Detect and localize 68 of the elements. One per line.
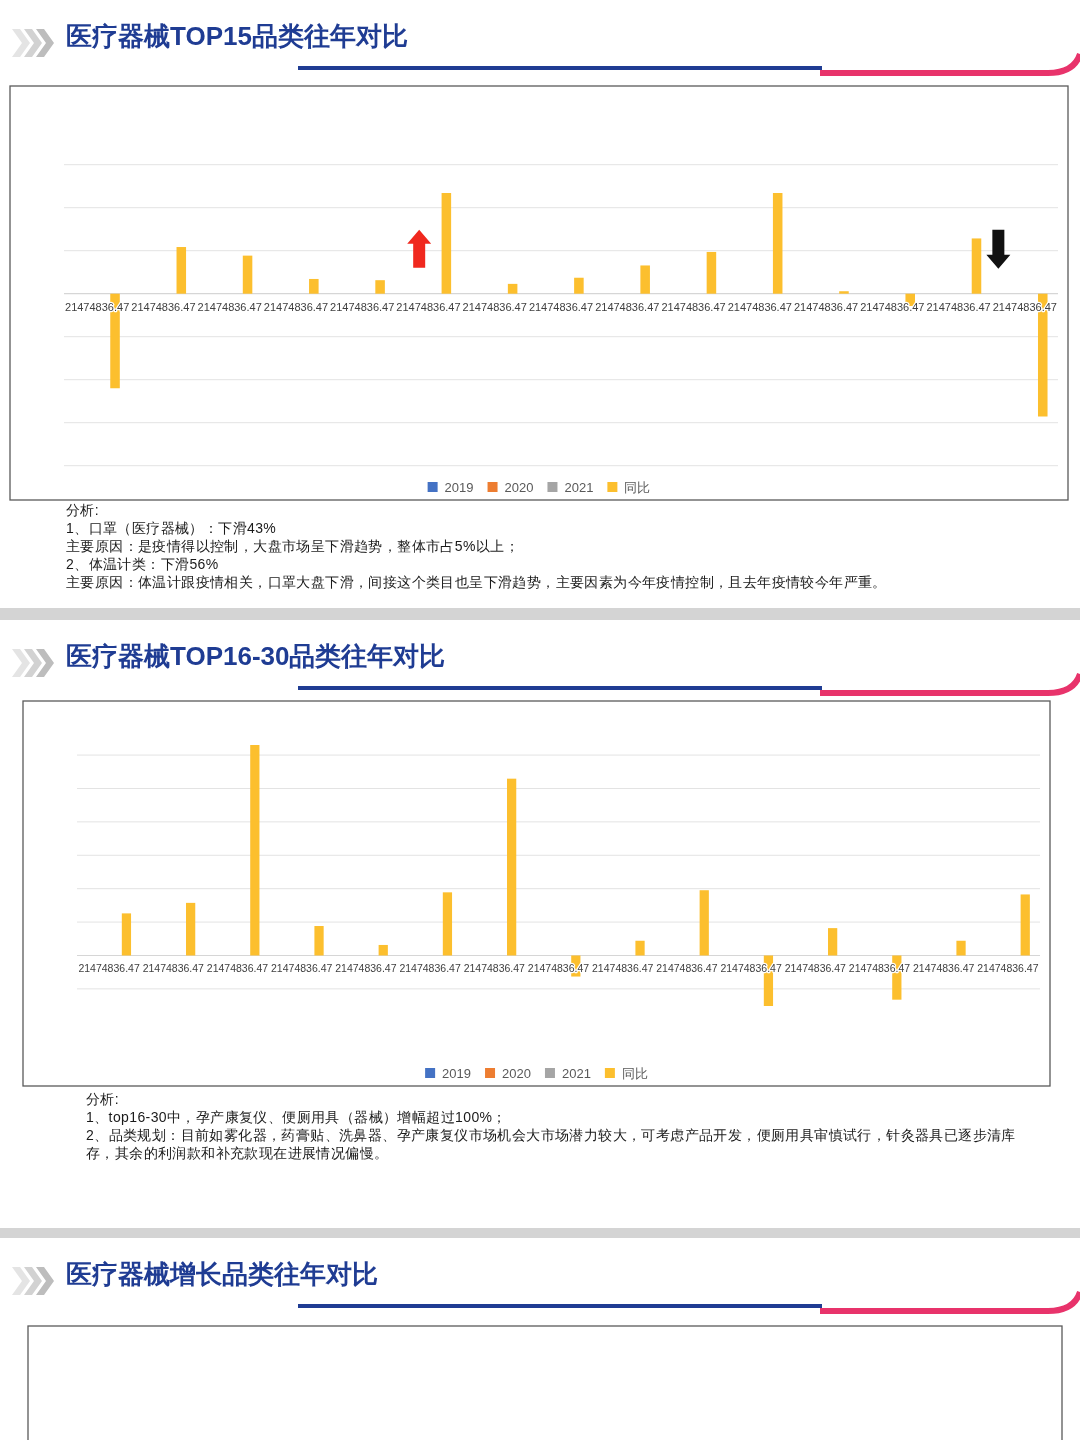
bar xyxy=(971,238,982,294)
bar xyxy=(121,913,132,956)
text: 2、品类规划：目前如雾化器，药膏贴、洗鼻器、孕产康复仪市场机会大市场潜力较大，可考虑产品开发，便厕用具审慎试行，针灸器具已逐步清库存，其余的利润款和补充款现在进展情况偏慢。 xyxy=(86,1126,1017,1162)
bar xyxy=(176,247,187,294)
bar xyxy=(772,193,783,294)
x-tick-label: 21474836.47 xyxy=(330,300,395,313)
x-tick-label: 21474836.47 xyxy=(656,962,718,975)
bar xyxy=(242,255,253,294)
legend-label: 2019 xyxy=(442,1065,472,1081)
bar xyxy=(839,291,849,294)
legend-label: 2019 xyxy=(444,479,474,495)
bar xyxy=(640,265,650,294)
bar xyxy=(574,277,584,294)
legend-label: 2021 xyxy=(564,479,594,495)
x-tick-label: 21474836.47 xyxy=(860,300,925,313)
bar xyxy=(314,926,324,956)
x-tick-label: 21474836.47 xyxy=(727,300,792,313)
bar xyxy=(828,928,838,956)
x-tick-label: 21474836.47 xyxy=(142,962,205,975)
bar xyxy=(441,193,452,294)
x-tick-label: 21474836.47 xyxy=(528,300,594,313)
x-tick-label: 21474836.47 xyxy=(335,962,397,975)
x-tick-label: 21474836.47 xyxy=(131,300,196,313)
x-tick-label: 21474836.47 xyxy=(399,962,461,975)
x-tick-label: 21474836.47 xyxy=(592,962,654,975)
chart-title: 医疗器械TOP15品类往年对比 xyxy=(66,21,408,51)
x-tick-label: 21474836.47 xyxy=(396,300,461,313)
x-tick-label: 21474836.47 xyxy=(926,300,991,313)
bar xyxy=(635,940,645,956)
text: 主要原因：是疫情得以控制，大盘市场呈下滑趋势，整体市占5%以上； xyxy=(66,537,521,555)
x-tick-label: 21474836.47 xyxy=(784,962,847,975)
text: 1、top16-30中，孕产康复仪、便厕用具（器械）增幅超过100%； xyxy=(86,1108,508,1126)
bar xyxy=(507,778,517,956)
x-tick-label: 21474836.47 xyxy=(197,300,262,313)
legend-label: 2020 xyxy=(504,479,534,495)
x-tick-label: 21474836.47 xyxy=(463,962,526,975)
text: 2、体温计类：下滑56% xyxy=(66,555,220,573)
x-tick-label: 21474836.47 xyxy=(263,300,329,313)
text: 分析: xyxy=(66,501,101,519)
legend-label: 2021 xyxy=(561,1065,591,1081)
legend-label: 同比 xyxy=(621,1065,648,1081)
bar xyxy=(309,278,319,294)
bar xyxy=(706,251,717,294)
x-tick-label: 21474836.47 xyxy=(271,962,333,975)
bar xyxy=(186,902,196,956)
text: 医疗器械增长品类往年对比 xyxy=(66,1259,378,1289)
x-tick-label: 21474836.47 xyxy=(661,300,726,313)
text: 1、口罩（医疗器械）：下滑43% xyxy=(66,519,278,537)
x-tick-label: 21474836.47 xyxy=(78,962,140,975)
bar xyxy=(378,944,388,956)
bar xyxy=(442,892,453,956)
x-tick-label: 21474836.47 xyxy=(977,962,1039,975)
legend-label: 同比 xyxy=(624,479,651,495)
x-tick-label: 21474836.47 xyxy=(913,962,975,975)
bar xyxy=(250,745,260,956)
text: 分析: xyxy=(86,1090,121,1108)
legend-label: 2020 xyxy=(502,1065,531,1081)
bar xyxy=(956,940,966,956)
bar xyxy=(699,890,709,956)
x-tick-label: 21474836.47 xyxy=(206,962,269,975)
x-tick-label: 21474836.47 xyxy=(793,300,859,313)
bar xyxy=(375,280,385,294)
bar xyxy=(507,283,518,294)
x-tick-label: 21474836.47 xyxy=(595,300,660,313)
text: 主要原因：体温计跟疫情相关，口罩大盘下滑，间接这个类目也呈下滑趋势，主要因素为今年疫情控制，且去年疫情较今年严重。 xyxy=(66,573,888,591)
chart-title: 医疗器械TOP16-30品类往年对比 xyxy=(66,641,446,671)
x-tick-label: 21474836.47 xyxy=(462,300,527,313)
bar xyxy=(1020,894,1030,956)
